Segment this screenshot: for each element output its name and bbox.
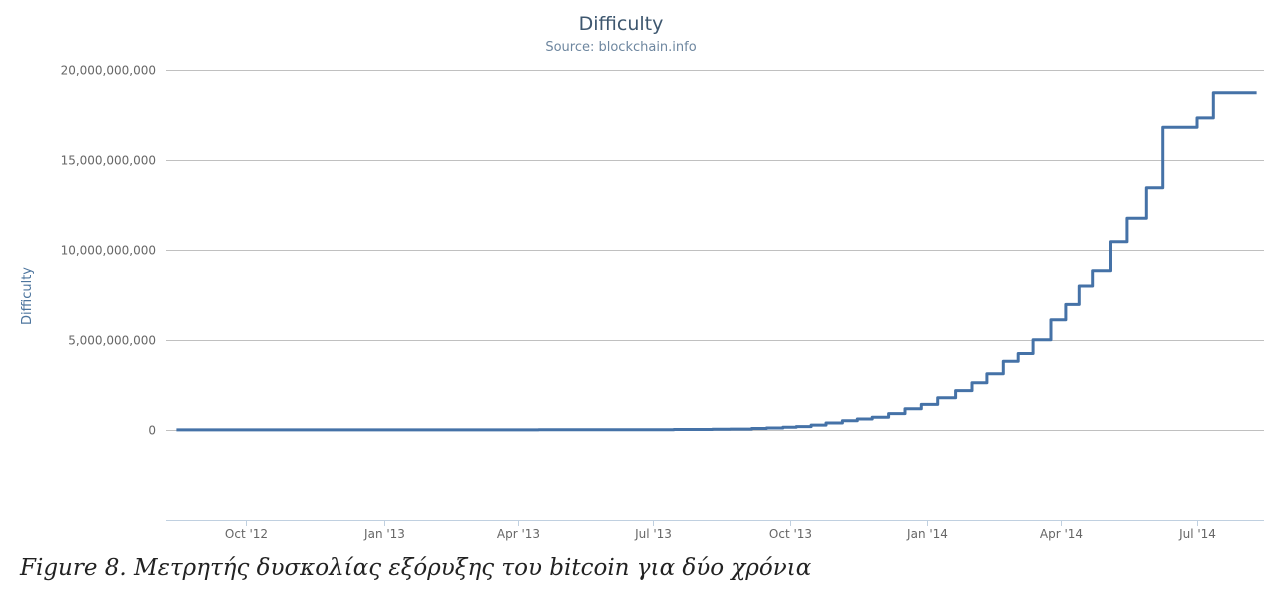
y-axis-title: Difficulty bbox=[20, 267, 35, 325]
x-tick-label: Jan '14 bbox=[906, 527, 948, 541]
difficulty-chart: Difficulty Source: blockchain.info 0 5,00… bbox=[20, 13, 1264, 541]
x-tick-label: Apr '14 bbox=[1040, 527, 1083, 541]
y-tick-label: 15,000,000,000 bbox=[61, 154, 156, 168]
series-layer bbox=[176, 91, 1257, 432]
x-tick-label: Oct '13 bbox=[769, 527, 812, 541]
y-tick-label: 0 bbox=[148, 424, 156, 438]
y-tick-label: 20,000,000,000 bbox=[61, 64, 156, 78]
x-tick-label: Apr '13 bbox=[497, 527, 540, 541]
x-tick-label: Oct '12 bbox=[225, 527, 268, 541]
grid-layer bbox=[166, 70, 1264, 431]
figure-caption: Figure 8. Μετρητής δυσκολίας εξόρυξης το… bbox=[20, 555, 812, 581]
difficulty-series-line bbox=[176, 91, 1257, 432]
x-tick-label: Jul '13 bbox=[634, 527, 672, 541]
x-tick-label: Jan '13 bbox=[363, 527, 405, 541]
y-tick-label: 5,000,000,000 bbox=[68, 334, 156, 348]
x-tick-label: Jul '14 bbox=[1178, 527, 1216, 541]
chart-title: Difficulty bbox=[579, 13, 664, 35]
y-axis-labels: 0 5,000,000,000 10,000,000,000 15,000,000,0… bbox=[61, 64, 156, 438]
x-axis-ticks: Oct '12 Jan '13 Apr '13 Jul '13 Oct '13 Jan '… bbox=[225, 520, 1216, 541]
chart-subtitle: Source: blockchain.info bbox=[545, 40, 696, 55]
y-tick-label: 10,000,000,000 bbox=[61, 244, 156, 258]
